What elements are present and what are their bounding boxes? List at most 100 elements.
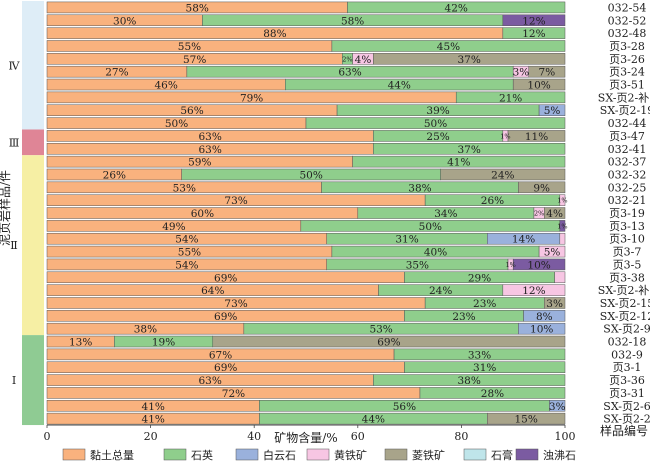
bar-segment bbox=[373, 53, 566, 65]
segment-value-label: 56% bbox=[393, 401, 416, 413]
segment-value-label: 12% bbox=[522, 285, 545, 297]
segment-value-label: 67% bbox=[209, 349, 232, 361]
segment-value-label: 58% bbox=[341, 15, 364, 27]
group-band bbox=[22, 155, 44, 336]
group-band bbox=[22, 1, 44, 130]
bar-segment bbox=[544, 207, 566, 219]
segment-value-label: 39% bbox=[426, 105, 449, 117]
bar-segment bbox=[373, 143, 566, 155]
segment-value-label: 55% bbox=[178, 247, 201, 259]
bar-segment bbox=[331, 40, 566, 52]
segment-value-label: 8% bbox=[536, 311, 553, 323]
group-label: Ⅰ bbox=[12, 374, 16, 387]
segment-value-label: 69% bbox=[377, 337, 400, 349]
segment-value-label: 26% bbox=[103, 169, 126, 181]
sample-name: SX-页2-补1 bbox=[598, 284, 650, 297]
sample-name: 032-21 bbox=[608, 194, 647, 207]
bar-segment bbox=[538, 245, 566, 258]
sample-name: SX-页2-2 bbox=[603, 413, 650, 426]
segment-value-label: 24% bbox=[429, 285, 452, 297]
sample-name: 页3-5 bbox=[613, 258, 642, 271]
bar-segment bbox=[523, 310, 566, 322]
group-label: Ⅲ bbox=[9, 136, 20, 149]
bar-segment bbox=[373, 374, 566, 386]
y-axis-title: 泥页岩样品/件 bbox=[0, 170, 12, 246]
legend-swatch bbox=[384, 448, 408, 461]
sample-name: 032-32 bbox=[608, 168, 647, 181]
sample-name: SX-页2-15 bbox=[600, 297, 650, 310]
segment-value-label: 23% bbox=[473, 298, 496, 310]
segment-value-label: 38% bbox=[457, 375, 480, 387]
x-tick-label: 100 bbox=[555, 430, 576, 443]
segment-value-label: 37% bbox=[457, 144, 480, 156]
group-bands: Ⅳ Ⅲ Ⅱ Ⅰ bbox=[9, 1, 44, 426]
segment-value-label: 12% bbox=[522, 28, 545, 40]
sample-name: SX-页2-19 bbox=[600, 104, 650, 117]
bar-segment bbox=[393, 348, 566, 361]
segment-value-label: 28% bbox=[481, 388, 504, 400]
segment-value-label: 25% bbox=[426, 131, 449, 143]
sample-name: 032-44 bbox=[608, 117, 647, 130]
segment-value-label: 10% bbox=[530, 324, 553, 336]
segment-value-label: 4% bbox=[355, 54, 372, 66]
sample-name: 页3-10 bbox=[609, 233, 645, 246]
segment-value-label: 41% bbox=[142, 401, 165, 413]
segment-value-label: 11% bbox=[525, 131, 548, 143]
bar-segment bbox=[559, 220, 566, 232]
segment-value-label: 63% bbox=[338, 67, 361, 79]
segment-value-label: 64% bbox=[201, 285, 224, 297]
sample-axis-title: 样品编号 bbox=[600, 423, 648, 438]
sample-name: 032-41 bbox=[608, 143, 647, 156]
legend-swatch bbox=[306, 448, 330, 461]
segment-value-label: 46% bbox=[154, 80, 177, 92]
legend-swatch bbox=[163, 448, 187, 461]
sample-name: SX-页2-12 bbox=[600, 310, 650, 323]
segment-value-label: 50% bbox=[300, 169, 323, 181]
group-label: Ⅳ bbox=[9, 59, 21, 72]
sample-name: 页3-31 bbox=[609, 387, 645, 400]
bar-segment bbox=[502, 14, 566, 27]
segment-value-label: 19% bbox=[152, 337, 175, 349]
sample-name: 032-25 bbox=[608, 181, 647, 194]
segment-value-label: 53% bbox=[173, 182, 196, 194]
segment-value-label: 9% bbox=[533, 182, 550, 194]
segment-value-label: 37% bbox=[457, 54, 480, 66]
segment-value-label: 33% bbox=[468, 349, 491, 361]
segment-value-label: 31% bbox=[473, 362, 496, 374]
segment-value-label: 55% bbox=[178, 41, 201, 53]
segment-value-label: 53% bbox=[369, 324, 392, 336]
legend-label: 石英 bbox=[191, 448, 213, 462]
x-axis-title: 矿物含量/% bbox=[274, 430, 337, 445]
segment-value-label: 73% bbox=[224, 298, 247, 310]
segment-value-label: 10% bbox=[527, 80, 550, 92]
x-tick-label: 0 bbox=[44, 430, 51, 443]
bar-segment bbox=[455, 91, 566, 104]
segment-value-label: 56% bbox=[180, 105, 203, 117]
segment-value-label: 1% bbox=[557, 222, 567, 230]
segment-value-label: 7% bbox=[539, 67, 556, 79]
bar-segment bbox=[554, 271, 566, 284]
bar-segment bbox=[559, 194, 566, 206]
legend-swatch bbox=[62, 448, 86, 461]
bar-segment bbox=[528, 65, 566, 78]
segment-value-label: 45% bbox=[437, 41, 460, 53]
sample-name: 页3-47 bbox=[609, 130, 645, 143]
legend-swatch bbox=[515, 448, 539, 461]
sample-name: 页3-28 bbox=[609, 40, 645, 53]
group-band bbox=[22, 129, 44, 156]
segment-value-label: 69% bbox=[214, 362, 237, 374]
segment-value-label: 38% bbox=[134, 324, 157, 336]
sample-name: 032-9 bbox=[611, 348, 643, 361]
segment-value-label: 2% bbox=[342, 55, 352, 63]
segment-value-label: 79% bbox=[240, 92, 263, 104]
segment-value-label: 14% bbox=[512, 234, 535, 246]
segment-value-label: 5% bbox=[544, 247, 561, 259]
segment-value-label: 21% bbox=[499, 92, 522, 104]
bar-segment bbox=[502, 27, 566, 39]
segment-value-label: 23% bbox=[452, 311, 475, 323]
bar-segment bbox=[518, 181, 566, 194]
sample-name: 页3-13 bbox=[609, 220, 645, 233]
bar-segment bbox=[305, 117, 566, 129]
segment-value-label: 73% bbox=[224, 195, 247, 207]
